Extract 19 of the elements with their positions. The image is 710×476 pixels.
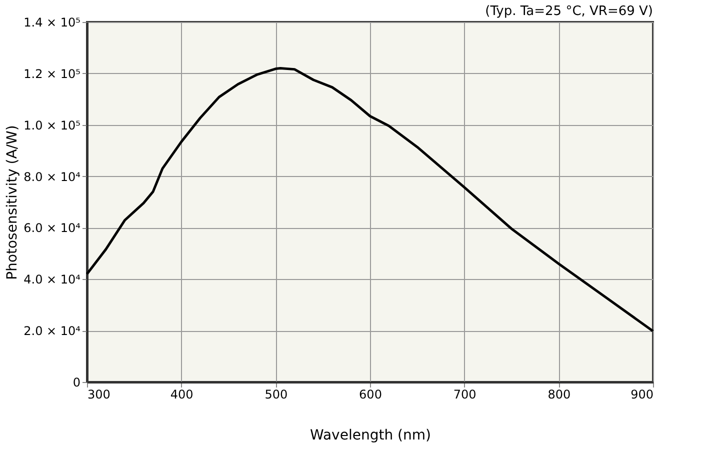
x-tick-label: 500 — [264, 388, 288, 402]
text: (Typ. Ta=25 °C, VR=69 V) — [485, 4, 653, 19]
y-tick-label: 0 — [72, 376, 80, 390]
y-tick-label: 1.4 × 10⁵ — [24, 16, 81, 30]
line-series — [86, 67, 654, 332]
y-tick-label: 6.0 × 10⁴ — [24, 221, 81, 236]
y-tick-label: 2.0 × 10⁴ — [24, 324, 81, 338]
y-axis-title: Photosensitivity (A/W) — [4, 125, 21, 280]
x-tick-label: 400 — [170, 388, 194, 402]
x-tick-label: 700 — [453, 388, 476, 402]
y-tick-label: 8.0 × 10⁴ — [24, 170, 81, 184]
y-tick-label: 1.2 × 10⁵ — [24, 66, 81, 81]
x-tick-label: 800 — [548, 388, 571, 402]
x-tick-label: 900 — [630, 388, 654, 402]
x-tick-label: 300 — [88, 388, 110, 402]
y-tick-label: 1.0 × 10⁵ — [24, 118, 81, 132]
x-axis-title: Wavelength (nm) — [310, 428, 431, 444]
y-tick-label: 4.0 × 10⁴ — [24, 272, 81, 287]
x-tick-label: 600 — [359, 388, 382, 402]
